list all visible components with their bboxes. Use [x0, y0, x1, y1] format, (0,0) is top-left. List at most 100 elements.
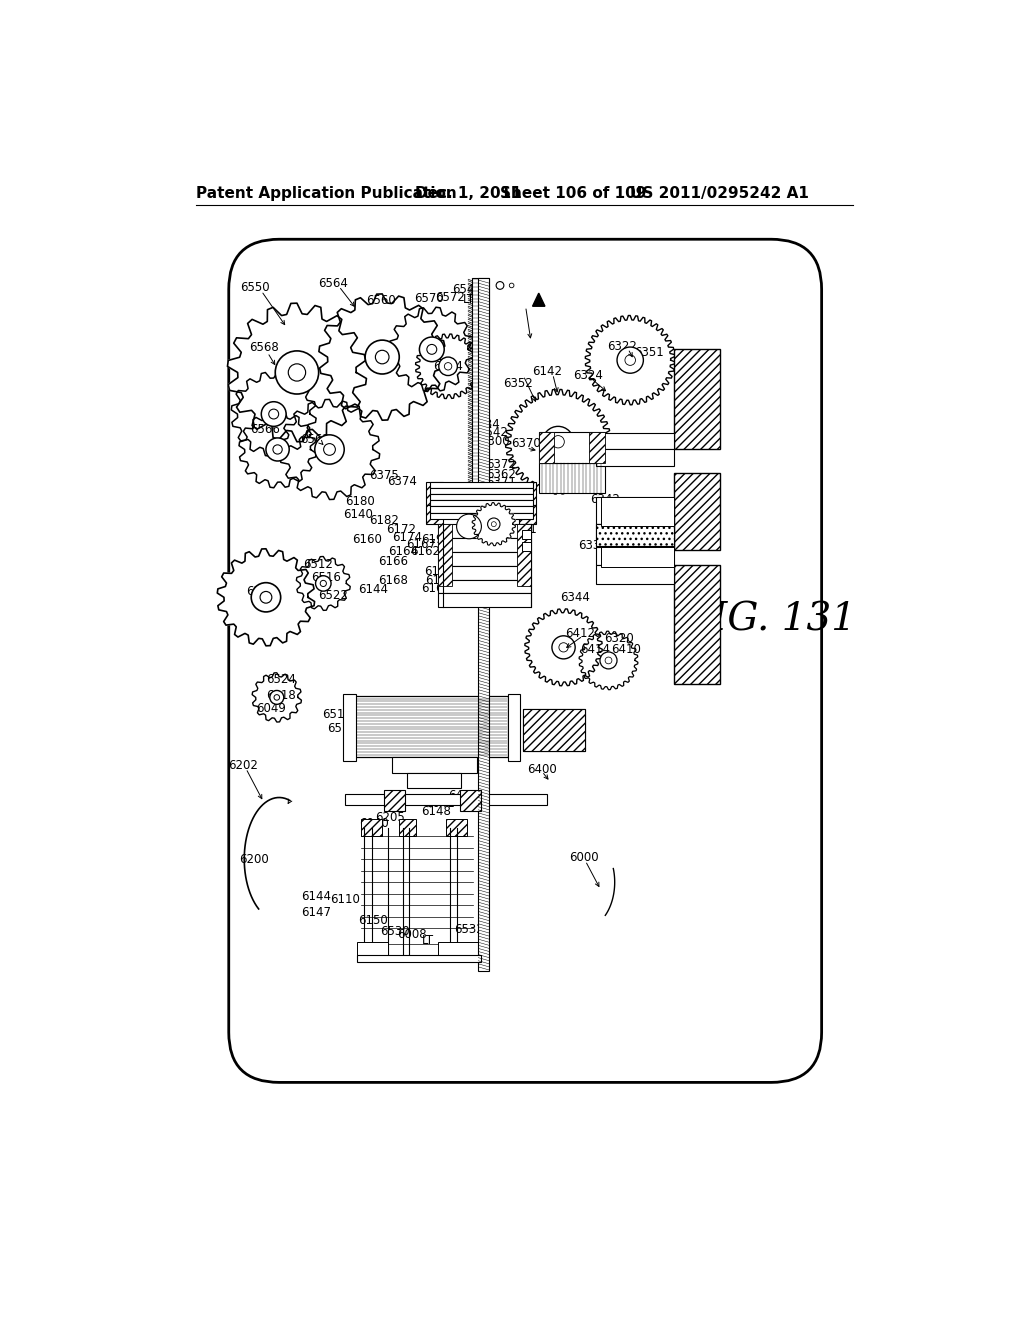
Bar: [596, 433, 674, 449]
Text: 6512: 6512: [303, 557, 333, 570]
Polygon shape: [525, 609, 602, 686]
Circle shape: [552, 436, 564, 447]
Bar: [438, 566, 531, 579]
Bar: [460, 789, 481, 812]
Text: 6110: 6110: [330, 892, 360, 906]
Circle shape: [427, 345, 437, 354]
Circle shape: [251, 582, 281, 612]
Text: 6000: 6000: [569, 851, 598, 865]
Text: 6568: 6568: [249, 341, 279, 354]
Circle shape: [261, 401, 286, 426]
Text: FIG. 131: FIG. 131: [686, 602, 857, 639]
Text: Patent Application Publication: Patent Application Publication: [197, 186, 457, 202]
Text: LT: LT: [422, 935, 434, 948]
Bar: [356, 956, 480, 961]
Polygon shape: [231, 372, 316, 457]
Text: 6167: 6167: [406, 539, 436, 552]
Bar: [539, 462, 604, 494]
Bar: [523, 709, 586, 737]
Bar: [438, 942, 480, 956]
Text: 6520: 6520: [247, 585, 276, 598]
Text: 6572: 6572: [435, 290, 465, 304]
Text: 6560: 6560: [366, 294, 395, 308]
Polygon shape: [580, 631, 638, 689]
Bar: [430, 507, 532, 512]
Bar: [523, 737, 586, 751]
Bar: [601, 498, 674, 527]
Text: 6514: 6514: [327, 722, 356, 735]
Circle shape: [420, 337, 444, 362]
Text: 6008: 6008: [397, 928, 427, 941]
Text: 6322: 6322: [607, 339, 637, 352]
Text: 6048: 6048: [438, 717, 468, 730]
Bar: [352, 696, 508, 758]
Bar: [478, 277, 489, 970]
Bar: [508, 693, 520, 762]
Text: 6205: 6205: [375, 810, 404, 824]
Text: 6148: 6148: [422, 805, 452, 818]
Circle shape: [275, 351, 318, 393]
Bar: [438, 579, 531, 594]
Text: US 2011/0295242 A1: US 2011/0295242 A1: [630, 186, 809, 202]
Bar: [596, 524, 674, 545]
Bar: [430, 512, 532, 519]
Text: LT: LT: [463, 293, 475, 306]
Text: 6342: 6342: [590, 492, 620, 506]
Text: 6566: 6566: [250, 422, 281, 436]
Text: 6518: 6518: [266, 689, 296, 702]
Bar: [539, 432, 604, 462]
Text: 6351: 6351: [634, 346, 664, 359]
Bar: [589, 432, 604, 462]
Circle shape: [366, 341, 399, 374]
Circle shape: [315, 576, 331, 591]
Bar: [430, 500, 532, 507]
Polygon shape: [227, 304, 367, 442]
Polygon shape: [252, 673, 301, 722]
Text: 6542: 6542: [478, 426, 508, 440]
Bar: [430, 494, 532, 500]
Bar: [343, 693, 356, 762]
Text: 6166: 6166: [425, 565, 455, 578]
Bar: [596, 498, 674, 524]
Polygon shape: [239, 411, 316, 488]
Text: 6510: 6510: [323, 708, 352, 721]
Text: 6142: 6142: [532, 366, 562, 379]
Bar: [674, 350, 720, 450]
Circle shape: [487, 517, 500, 531]
Text: 6166: 6166: [378, 554, 408, 568]
Circle shape: [617, 347, 643, 374]
Bar: [601, 548, 674, 568]
Bar: [430, 488, 532, 494]
Bar: [519, 482, 537, 506]
Text: 6534: 6534: [470, 417, 500, 430]
Text: 6182: 6182: [369, 513, 398, 527]
Text: 6330: 6330: [447, 591, 477, 603]
Text: 6550: 6550: [241, 281, 270, 294]
Circle shape: [457, 513, 481, 539]
Polygon shape: [280, 400, 380, 499]
Bar: [445, 818, 467, 836]
Text: 6344: 6344: [560, 591, 590, 603]
Bar: [438, 524, 452, 586]
Text: 6168: 6168: [378, 574, 408, 587]
Text: 6040: 6040: [358, 817, 388, 830]
Text: 6530: 6530: [380, 925, 410, 939]
FancyBboxPatch shape: [228, 239, 821, 1082]
Text: 6150: 6150: [358, 915, 388, 927]
Bar: [360, 818, 382, 836]
Circle shape: [543, 426, 573, 457]
Text: 6375: 6375: [369, 469, 398, 482]
Text: 6147: 6147: [301, 907, 332, 920]
Polygon shape: [506, 389, 610, 494]
Circle shape: [559, 643, 568, 652]
Circle shape: [273, 445, 283, 454]
Circle shape: [270, 690, 284, 705]
Bar: [356, 942, 388, 956]
Text: 6332: 6332: [579, 539, 608, 552]
Text: 6562: 6562: [301, 433, 331, 446]
Text: 6524: 6524: [266, 673, 296, 686]
Bar: [438, 524, 531, 539]
Bar: [674, 473, 720, 549]
Text: 6172: 6172: [386, 523, 416, 536]
Text: 6200: 6200: [239, 853, 268, 866]
